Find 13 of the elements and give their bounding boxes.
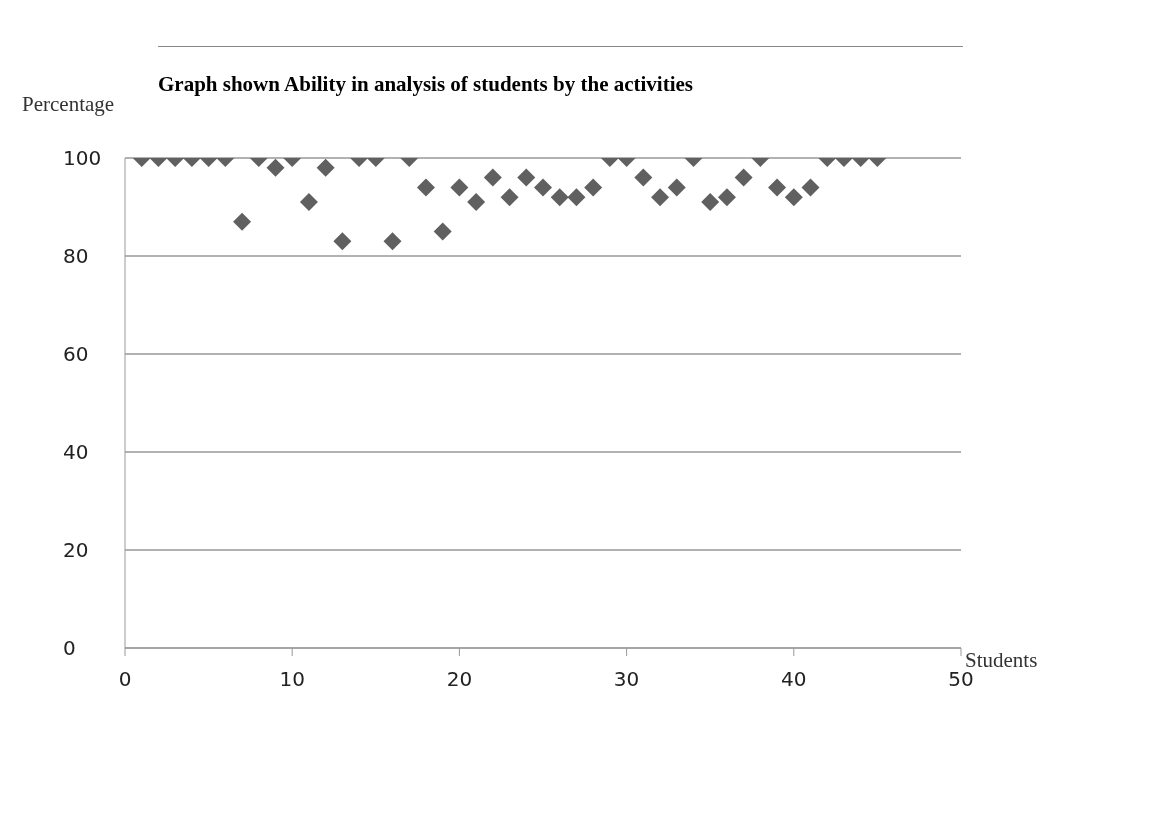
y-tick-label: 80 (63, 244, 89, 269)
chart-title: Graph shown Ability in analysis of students by the activities (158, 72, 694, 97)
y-tick-label: 20 (63, 538, 89, 563)
x-tick-label: 40 (781, 667, 807, 692)
y-tick-label: 40 (63, 440, 89, 465)
x-tick-label: 20 (446, 667, 473, 692)
x-tick-label: 30 (613, 667, 640, 692)
x-tick-label: 10 (279, 667, 305, 692)
y-tick-label: 100 (63, 146, 102, 171)
y-tick-label: 60 (63, 342, 89, 367)
y-tick-label: 0 (63, 636, 76, 661)
y-axis-title: Percentage (22, 92, 115, 117)
x-tick-label: 0 (118, 667, 132, 692)
